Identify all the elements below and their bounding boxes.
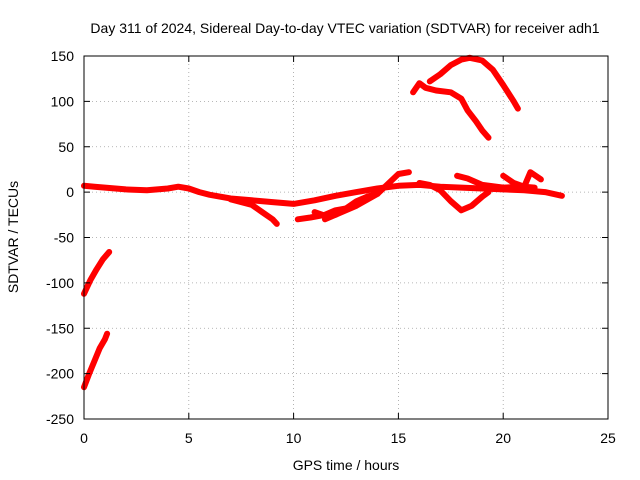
- y-tick-label: -150: [46, 320, 74, 336]
- y-tick-label: 0: [66, 184, 74, 200]
- y-tick-label: -100: [46, 275, 74, 291]
- x-tick-label: 15: [391, 430, 407, 446]
- series-line-pass-2: [81, 330, 111, 391]
- y-axis-label: SDTVAR / TECUs: [5, 181, 21, 293]
- series-line-pass-1: [81, 249, 113, 297]
- x-tick-label: 5: [185, 430, 193, 446]
- y-tick-label: 150: [51, 48, 75, 64]
- x-axis-label: GPS time / hours: [293, 457, 400, 473]
- series-line-pass-4: [227, 196, 280, 227]
- axis-ticks: 0 5 10 15 20 25 -250 -200 -150 -100 -50 0 50 100 150: [46, 48, 616, 446]
- x-tick-label: 25: [600, 430, 616, 446]
- plot-frame: [83, 55, 609, 420]
- x-tick-label: 10: [286, 430, 302, 446]
- y-tick-label: 50: [58, 139, 74, 155]
- y-tick-label: 100: [51, 93, 75, 109]
- y-tick-label: -200: [46, 366, 74, 382]
- x-tick-label: 20: [495, 430, 511, 446]
- series-line-pass-12: [500, 169, 544, 190]
- x-tick-label: 0: [80, 430, 88, 446]
- chart-title: Day 311 of 2024, Sidereal Day-to-day VTE…: [90, 20, 599, 36]
- grid: [84, 56, 608, 419]
- series-line-pass-8: [426, 54, 521, 112]
- series-line-pass-7: [322, 169, 412, 223]
- series-layer: [81, 54, 565, 391]
- y-tick-label: -250: [46, 411, 74, 427]
- series-line-pass-10: [416, 180, 492, 214]
- series-line-pass-3: [81, 181, 565, 207]
- y-tick-label: -50: [54, 230, 74, 246]
- series-line-pass-9: [410, 80, 492, 141]
